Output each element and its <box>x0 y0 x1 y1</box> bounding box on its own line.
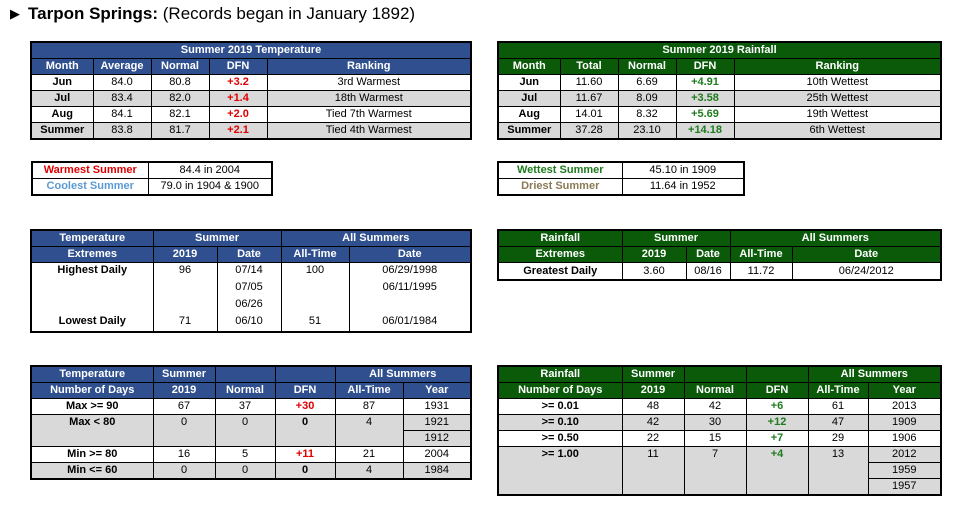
column-header: Normal <box>150 58 210 75</box>
table-row: Aug 14.01 8.32 +5.69 19th Wettest <box>497 106 942 123</box>
table-row: 06/26 <box>30 297 472 314</box>
column-header: Summer <box>621 365 685 383</box>
table-row: 1912 <box>30 430 472 447</box>
column-header: Normal <box>214 382 276 399</box>
coolest-summer-value: 79.0 in 1904 & 1900 <box>147 178 273 196</box>
table-row: Max < 80 0 0 0 4 1921 <box>30 414 472 431</box>
page-title: ▶ Tarpon Springs: (Records began in Janua… <box>10 4 415 24</box>
column-header: Summer <box>621 229 731 247</box>
table-row: Lowest Daily 71 06/10 51 06/01/1984 <box>30 314 472 332</box>
column-header: All-Time <box>334 382 404 399</box>
column-header: Year <box>867 382 942 399</box>
rainfall-extremes-table: Rainfall Summer All Summers Extremes 201… <box>497 229 942 281</box>
table-row: >= 0.10 42 30 +12 47 1909 <box>497 414 942 431</box>
temperature-summary-table: Summer 2019 Temperature Month Average No… <box>30 41 472 140</box>
table-row: Jun 84.0 80.8 +3.2 3rd Warmest <box>30 74 472 91</box>
column-header: Total <box>559 58 619 75</box>
column-header: Month <box>30 58 94 75</box>
table-row: Jul 11.67 8.09 +3.58 25th Wettest <box>497 90 942 107</box>
column-header: Year <box>402 382 472 399</box>
column-header: 2019 <box>621 246 687 263</box>
column-header: All Summers <box>280 229 472 247</box>
column-header: Rainfall <box>497 229 623 247</box>
column-header: 2019 <box>152 246 218 263</box>
table-row: Max >= 90 67 37 +30 87 1931 <box>30 398 472 415</box>
column-header: Temperature <box>30 229 154 247</box>
column-header: Number of Days <box>497 382 623 399</box>
column-header: All Summers <box>729 229 942 247</box>
coolest-summer-label: Coolest Summer <box>31 178 149 196</box>
column-header: All-Time <box>729 246 793 263</box>
column-header: All-Time <box>280 246 350 263</box>
column-header: 2019 <box>152 382 216 399</box>
column-header: Normal <box>617 58 677 75</box>
table-row: Min <= 60 0 0 0 4 1984 <box>30 462 472 480</box>
temperature-records-table: Warmest Summer 84.4 in 2004 Coolest Summe… <box>31 161 273 196</box>
driest-summer-value: 11.64 in 1952 <box>621 178 745 196</box>
column-header: Extremes <box>30 246 154 263</box>
table-row: 07/05 06/11/1995 <box>30 280 472 297</box>
table-row: >= 1.00 11 7 +4 13 2012 <box>497 446 942 463</box>
records-note: (Records began in January 1892) <box>162 4 416 23</box>
column-header: Ranking <box>733 58 942 75</box>
column-header: Number of Days <box>30 382 154 399</box>
warmest-summer-label: Warmest Summer <box>31 161 149 179</box>
column-header: Temperature <box>30 365 154 383</box>
table-row: Aug 84.1 82.1 +2.0 Tied 7th Warmest <box>30 106 472 123</box>
temperature-days-table: Temperature Summer All Summers Number of… <box>30 365 472 480</box>
warmest-summer-value: 84.4 in 2004 <box>147 161 273 179</box>
column-header: 2019 <box>621 382 685 399</box>
column-header: DFN <box>208 58 268 75</box>
column-header: Summer <box>152 365 216 383</box>
arrow-right-icon: ▶ <box>10 6 20 21</box>
table-row: Jul 83.4 82.0 +1.4 18th Warmest <box>30 90 472 107</box>
column-header: Average <box>92 58 152 75</box>
table-row: >= 0.01 48 42 +6 61 2013 <box>497 398 942 415</box>
column-header: Ranking <box>266 58 472 75</box>
table-row: Greatest Daily 3.60 08/16 11.72 06/24/20… <box>497 262 942 281</box>
column-header: DFN <box>745 382 809 399</box>
location-name: Tarpon Springs: <box>28 4 159 23</box>
table-row: Summer 83.8 81.7 +2.1 Tied 4th Warmest <box>30 122 472 140</box>
table-caption: Summer 2019 Temperature <box>30 41 472 59</box>
table-row: Jun 11.60 6.69 +4.91 10th Wettest <box>497 74 942 91</box>
column-header: Summer <box>152 229 282 247</box>
table-row: Highest Daily 96 07/14 100 06/29/1998 <box>30 262 472 280</box>
table-row: 1957 <box>497 478 942 496</box>
rainfall-days-table: Rainfall Summer All Summers Number of Da… <box>497 365 942 496</box>
column-header: Month <box>497 58 561 75</box>
table-caption: Summer 2019 Rainfall <box>497 41 942 59</box>
column-header: Rainfall <box>497 365 623 383</box>
column-header: Date <box>216 246 282 263</box>
wettest-summer-label: Wettest Summer <box>497 161 623 179</box>
table-row: Summer 37.28 23.10 +14.18 6th Wettest <box>497 122 942 140</box>
rainfall-summary-table: Summer 2019 Rainfall Month Total Normal … <box>497 41 942 140</box>
column-header: Date <box>685 246 731 263</box>
temperature-extremes-table: Temperature Summer All Summers Extremes … <box>30 229 472 333</box>
column-header: All Summers <box>807 365 942 383</box>
column-header: Extremes <box>497 246 623 263</box>
column-header: Normal <box>683 382 747 399</box>
table-row: >= 0.50 22 15 +7 29 1906 <box>497 430 942 447</box>
column-header: All Summers <box>334 365 472 383</box>
column-header: DFN <box>675 58 735 75</box>
table-row: Min >= 80 16 5 +11 21 2004 <box>30 446 472 463</box>
column-header: Date <box>791 246 942 263</box>
rainfall-records-table: Wettest Summer 45.10 in 1909 Driest Summe… <box>497 161 745 196</box>
table-row: 1959 <box>497 462 942 479</box>
driest-summer-label: Driest Summer <box>497 178 623 196</box>
column-header: All-Time <box>807 382 869 399</box>
column-header: DFN <box>274 382 336 399</box>
wettest-summer-value: 45.10 in 1909 <box>621 161 745 179</box>
column-header: Date <box>348 246 472 263</box>
